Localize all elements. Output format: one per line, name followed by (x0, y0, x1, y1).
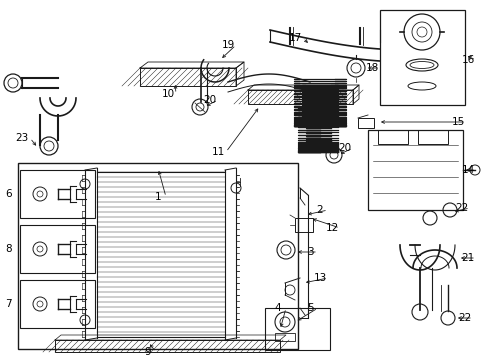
Text: 12: 12 (325, 223, 338, 233)
Text: 21: 21 (461, 253, 474, 263)
Text: 16: 16 (461, 55, 474, 65)
Bar (367, 130, 462, 210)
Bar (274, 333, 294, 341)
Text: 7: 7 (5, 299, 12, 309)
Text: 17: 17 (288, 33, 301, 43)
Text: 19: 19 (221, 40, 234, 50)
Text: 22: 22 (454, 203, 468, 213)
Text: 20: 20 (203, 95, 216, 105)
Text: 13: 13 (313, 273, 326, 283)
Text: 10: 10 (161, 89, 174, 99)
Bar (247, 90, 352, 104)
Text: 23: 23 (15, 133, 29, 143)
Bar (417, 130, 447, 144)
Text: 18: 18 (365, 63, 378, 73)
Bar (20, 170, 95, 218)
Text: 3: 3 (306, 247, 313, 257)
Bar (294, 218, 312, 232)
Bar (55, 340, 280, 352)
Bar (379, 10, 464, 105)
Text: 20: 20 (338, 143, 351, 153)
Text: 15: 15 (450, 117, 464, 127)
Text: 9: 9 (144, 347, 151, 357)
Text: 5: 5 (306, 303, 313, 313)
Text: 11: 11 (211, 147, 224, 157)
Text: 8: 8 (5, 244, 12, 254)
Bar (264, 308, 329, 350)
Text: 14: 14 (461, 165, 474, 175)
Bar (357, 118, 373, 128)
Bar (377, 130, 407, 144)
Bar (20, 225, 95, 273)
Text: 1: 1 (154, 192, 161, 202)
Text: 6: 6 (5, 189, 12, 199)
Text: 2: 2 (316, 205, 323, 215)
Text: 22: 22 (457, 313, 470, 323)
Text: 4: 4 (274, 303, 281, 313)
Bar (20, 280, 95, 328)
Bar (18, 163, 297, 349)
Bar (140, 68, 236, 86)
